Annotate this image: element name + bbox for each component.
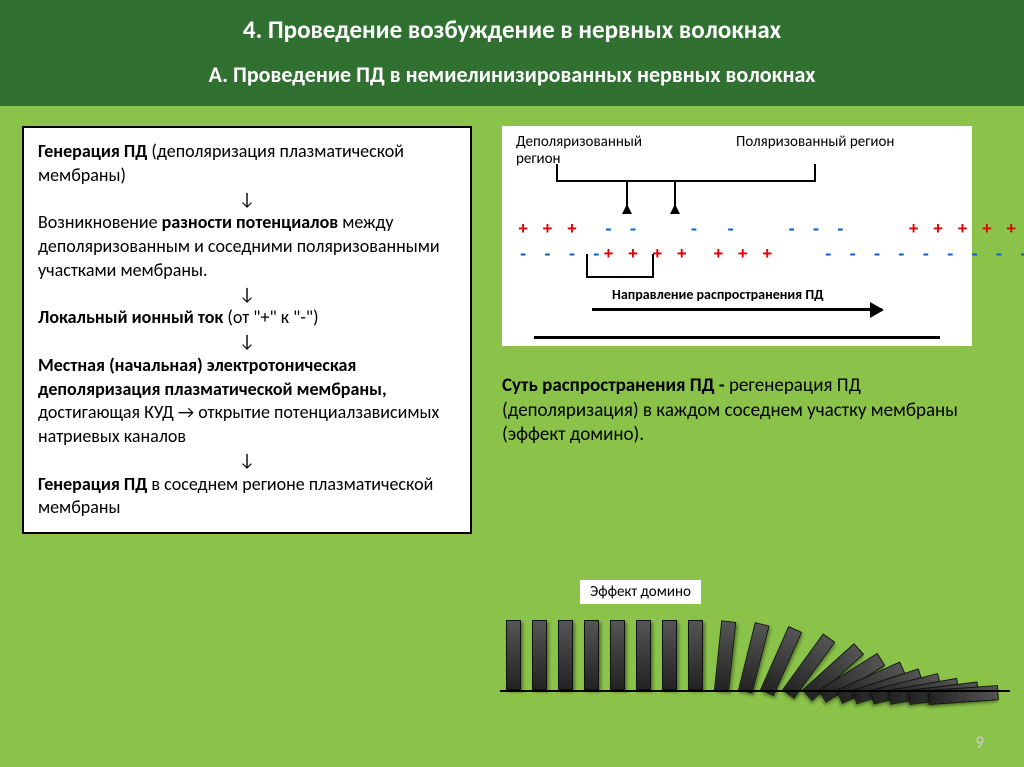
summary-bold: Суть распространения ПД - [502, 374, 729, 397]
step1-bold: Генерация ПД [38, 140, 151, 162]
step4-rest: достигающая КУД → открытие потенциалзави… [38, 401, 439, 447]
depol-label: Деполяризованный регион [516, 134, 676, 169]
step4-bold: Местная (начальная) электротоническая де… [38, 354, 387, 400]
domino-piece [558, 620, 573, 690]
flow-box: Генерация ПД (деполяризация плазматическ… [22, 126, 472, 534]
step5-bold: Генерация ПД [38, 473, 151, 495]
domino-piece [532, 620, 547, 690]
content-area: Генерация ПД (деполяризация плазматическ… [0, 106, 1024, 534]
arrow-2: ↓ [38, 283, 456, 307]
arrow-3: ↓ [38, 330, 456, 354]
pol-label: Поляризованный регион [736, 134, 896, 169]
step2-bold: разности потенциалов [162, 211, 339, 233]
sub-title: A. Проведение ПД в немиелинизированных н… [10, 61, 1014, 88]
arrow-1: ↓ [38, 188, 456, 212]
direction-arrow-icon [592, 308, 882, 311]
right-column: Деполяризованный регион Поляризованный р… [492, 126, 1002, 534]
domino-piece [506, 620, 521, 690]
domino-illustration: Эффект домино [500, 580, 1010, 700]
step3-bold: Локальный ионный ток [38, 306, 227, 328]
direction-label: Направление распространения ПД [612, 286, 824, 303]
domino-piece [662, 620, 677, 690]
domino-piece [584, 620, 599, 690]
step3-rest: (от "+" к "-") [227, 306, 318, 328]
domino-piece [636, 620, 651, 690]
page-number: 9 [975, 732, 984, 753]
domino-piece [714, 620, 736, 691]
main-title: 4. Проведение возбуждение в нервных воло… [10, 14, 1014, 45]
step2-pre: Возникновение [38, 211, 162, 233]
summary-text: Суть распространения ПД - регенерация ПД… [502, 374, 972, 448]
slide-header: 4. Проведение возбуждение в нервных воло… [0, 0, 1024, 106]
arrow-4: ↓ [38, 449, 456, 473]
domino-piece [688, 620, 703, 690]
domino-piece [610, 620, 625, 690]
membrane-charges: + + + - - - - - - - + + + + + + + + + + … [518, 221, 956, 265]
membrane-diagram: Деполяризованный регион Поляризованный р… [502, 126, 972, 346]
